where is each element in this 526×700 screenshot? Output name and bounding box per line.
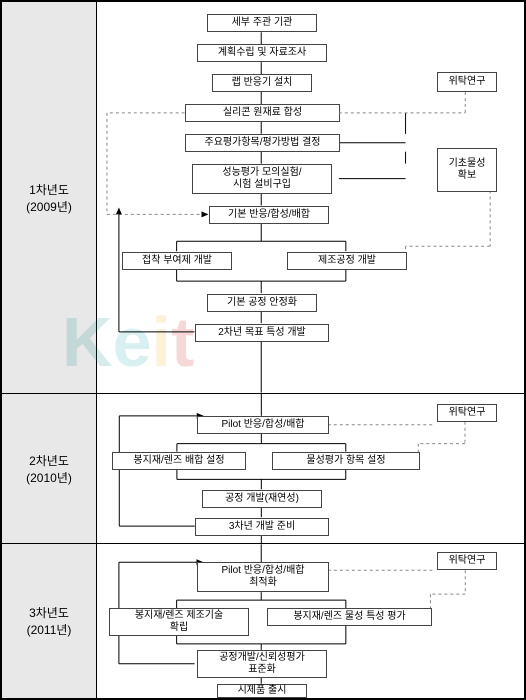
y1-b3: 랩 반응기 설치 — [212, 74, 312, 92]
year2-diagram: Pilot 반응/합성/배합 봉지재/렌즈 배합 설정 물성평가 항목 설정 공… — [97, 394, 524, 543]
year1-label-cell: 1차년도 (2009년) — [2, 2, 97, 393]
year1-label: 1차년도 — [29, 181, 69, 198]
year3-label: 3차년도 — [29, 604, 69, 621]
y1-b6: 성능평가 모의실험/ 시험 설비구입 — [192, 164, 332, 194]
y1-b4: 실리콘 원재료 합성 — [185, 104, 340, 122]
year3-label-cell: 3차년도 (2011년) — [2, 544, 97, 698]
y1-b11: 2차년 목표 특성 개발 — [195, 324, 329, 342]
year2-label: 2차년도 — [29, 452, 69, 469]
year1-row: 1차년도 (2009년) — [2, 2, 524, 394]
year2-label-cell: 2차년도 (2010년) — [2, 394, 97, 543]
year3-row: 3차년도 (2011년) — [2, 544, 524, 698]
y3-b3: 봉지재/렌즈 물성 특성 평가 — [267, 608, 432, 626]
y3-side1: 위탁연구 — [437, 552, 497, 570]
y2-b4: 공정 개발(재연성) — [202, 490, 322, 508]
y1-b8: 접착 부여제 개발 — [122, 252, 232, 270]
y1-b1: 세부 주관 기관 — [207, 14, 317, 32]
y1-b7: 기본 반응/합성/배합 — [209, 206, 329, 224]
year3-year: (2011년) — [27, 621, 72, 638]
y2-side1: 위탁연구 — [437, 404, 497, 422]
year2-row: 2차년도 (2010년) — [2, 394, 524, 544]
year1-year: (2009년) — [26, 198, 72, 215]
y2-b2: 봉지재/렌즈 배합 설정 — [112, 452, 246, 470]
y2-b3: 물성평가 항목 설정 — [272, 452, 420, 470]
y1-b2: 계획수립 및 자료조사 — [197, 44, 327, 62]
y2-b5: 3차년 개발 준비 — [195, 518, 329, 536]
y1-b9: 제조공정 개발 — [287, 252, 407, 270]
y1-b5: 주요평가항목/평가방법 결정 — [185, 134, 340, 152]
y3-b2: 봉지재/렌즈 제조기술 확립 — [109, 608, 249, 636]
year3-diagram: Pilot 반응/합성/배합 최적화 봉지재/렌즈 제조기술 확립 봉지재/렌즈… — [97, 544, 524, 698]
year1-diagram: 세부 주관 기관 계획수립 및 자료조사 랩 반응기 설치 실리콘 원재료 합성… — [97, 2, 524, 393]
y1-side1: 위탁연구 — [437, 72, 497, 92]
y3-b4: 공정개발/신뢰성평가 표준화 — [197, 650, 327, 678]
y1-b10: 기본 공정 안정화 — [207, 294, 317, 312]
y3-b5: 시제품 출시 — [217, 684, 307, 698]
y2-b1: Pilot 반응/합성/배합 — [197, 416, 329, 434]
y1-side2: 기초물성 확보 — [437, 148, 497, 192]
flowchart-page: Keit 1차년도 (2009년) — [0, 0, 526, 700]
y3-b1: Pilot 반응/합성/배합 최적화 — [197, 562, 329, 592]
year2-year: (2010년) — [26, 469, 72, 486]
